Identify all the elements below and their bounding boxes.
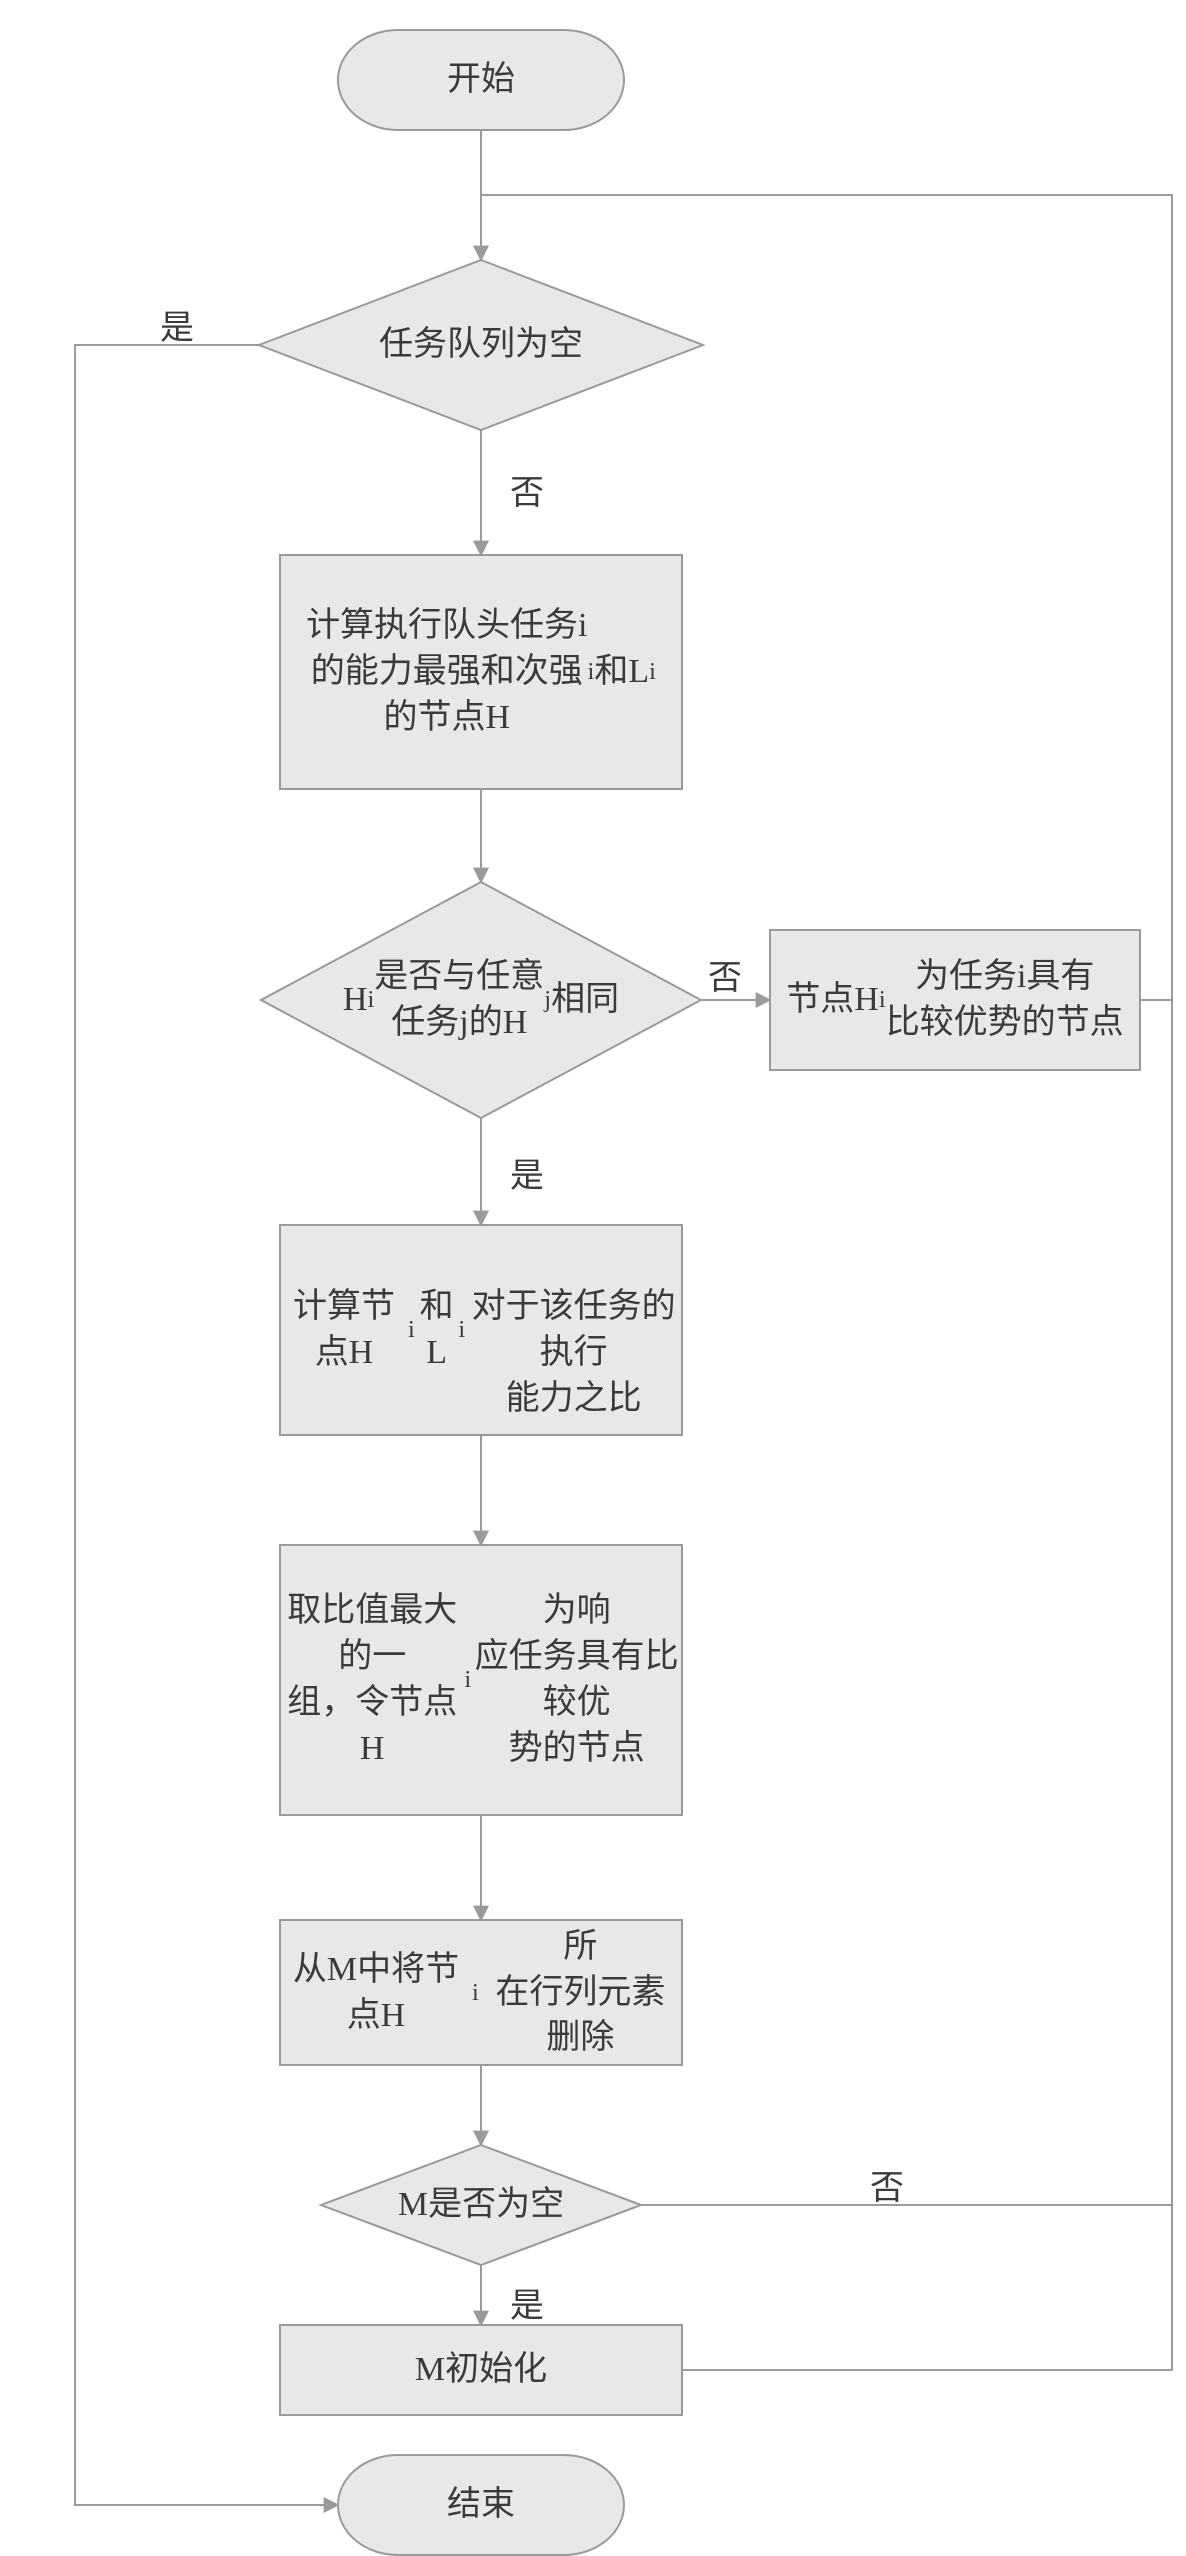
node-label-d_same: Hi是否与任意任务j的Hj相同: [261, 882, 701, 1118]
node-label-end: 结束: [338, 2455, 624, 2555]
edge-12: [682, 2205, 1172, 2370]
edge-label-8: 是: [510, 2278, 544, 2327]
node-label-p_adv: 节点Hi为任务i具有比较优势的节点: [770, 930, 1140, 1070]
node-label-p_max: 取比值最大的一组，令节点Hi为响应任务具有比较优势的节点: [280, 1545, 682, 1815]
edge-label-4: 是: [510, 1148, 544, 1197]
node-label-start: 开始: [338, 30, 624, 130]
edge-label-11: 否: [870, 2160, 904, 2209]
node-label-p_minit: M初始化: [280, 2325, 682, 2415]
edge-11: [641, 1000, 1172, 2205]
edge-label-1: 否: [510, 465, 544, 514]
node-label-d_mempty: M是否为空: [321, 2145, 641, 2265]
node-label-p_calc1: 计算执行队头任务i的能力最强和次强的节点Hi和Li: [280, 555, 682, 789]
node-label-d_empty: 任务队列为空: [259, 260, 703, 430]
node-label-p_del: 从M中将节点Hi所在行列元素删除: [280, 1920, 682, 2065]
node-label-p_ratio: 计算节点Hi和Li对于该任务的执行能力之比: [280, 1225, 682, 1435]
edge-label-3: 否: [708, 950, 742, 999]
edge-label-9: 是: [160, 300, 194, 349]
